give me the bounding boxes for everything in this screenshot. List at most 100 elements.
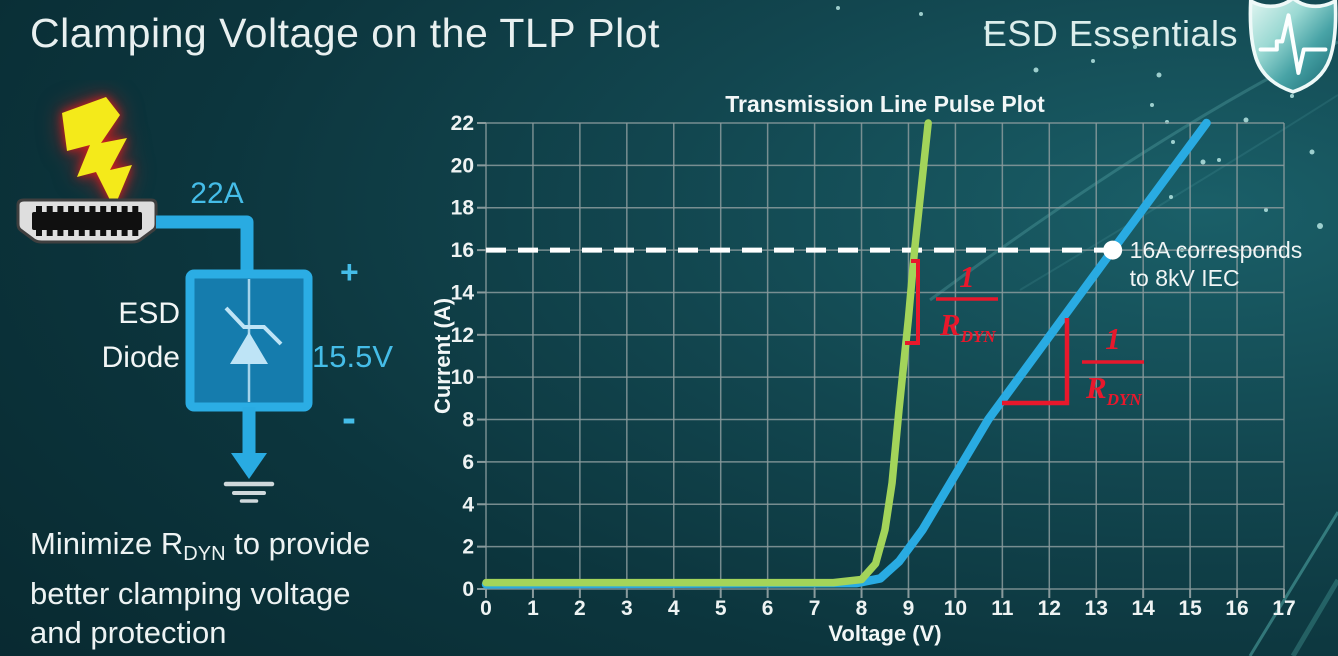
iec-marker-dot [1103,240,1123,260]
hdmi-pin [68,228,75,236]
x-tick-label: 8 [856,597,868,620]
hdmi-pin [68,206,75,214]
x-tick-label: 13 [1085,597,1108,620]
grid-layer [485,122,1285,590]
surge-current-label: 22A [190,177,243,210]
corner-streak [1248,511,1338,656]
y-tick-label: 2 [462,536,474,559]
takeaway-line3: and protection [30,615,227,650]
particle-dot [1317,223,1323,229]
pulse-line-icon [1258,13,1328,75]
takeaway-line1: Minimize RDYN to provide [30,526,371,565]
y-tick-label: 12 [451,324,474,347]
hdmi-pin [46,206,53,214]
x-tick-label: 3 [621,597,633,620]
hdmi-pin [89,228,96,236]
minus-sign: - [342,394,356,441]
curve-high-rdyn [481,118,1211,589]
fraction-numerator: 1 [959,259,975,294]
hdmi-pin [78,206,85,214]
particle-dot [1309,149,1315,155]
y-tick-label: 4 [462,493,474,516]
rdyn-subscript: DYN [183,543,226,565]
hdmi-pin [89,206,96,214]
ground-icon [223,481,275,503]
hdmi-pin [78,228,85,236]
hdmi-pin [36,206,42,214]
x-tick-label: 15 [1178,597,1202,620]
x-tick-label: 7 [809,597,821,620]
marker-label-line1: 16A corresponds [1130,237,1303,263]
hdmi-pin [36,228,42,236]
swoosh-arc-faint [1019,94,1338,291]
x-tick-label: 0 [480,597,492,620]
hdmi-pin [132,206,139,214]
fraction-numerator: 1 [1105,321,1121,356]
y-tick-label: 14 [451,281,475,304]
ground-arrow [231,407,267,479]
rdyn-fraction-blue: 1 RDYN [1082,321,1144,409]
clamp-voltage-label: 15.5V [312,339,393,374]
plus-sign: + [340,254,359,290]
x-axis-label: Voltage (V) [828,621,941,646]
hdmi-pin [57,228,64,236]
x-tick-label: 11 [991,597,1014,620]
rdyn-sub: DYN [1106,390,1143,409]
hdmi-pin [100,228,107,236]
brand-title: ESD Essentials [982,13,1238,54]
particle-dot [1171,140,1175,144]
particle-dot [1217,158,1221,162]
x-tick-label: 4 [668,597,680,620]
fraction-denominator: RDYN [939,307,996,346]
particle-dot [1033,67,1039,73]
page-title: Clamping Voltage on the TLP Plot [30,10,660,56]
particle-dot [984,26,988,30]
x-tick-label: 1 [527,597,539,620]
x-tick-label: 14 [1131,597,1155,620]
x-tick-label: 2 [574,597,586,620]
hdmi-pin [46,228,53,236]
x-tick-label: 6 [762,597,774,620]
x-tick-label: 5 [715,597,727,620]
particle-dot [1169,195,1173,199]
particle-dot [1091,59,1095,63]
x-tick-label: 9 [903,597,915,620]
y-axis-label: Current (A) [430,298,455,414]
rdyn-sub: DYN [960,327,997,346]
particle-dot [919,12,923,16]
y-tick-label: 20 [451,154,474,177]
corner-streak-2 [1290,578,1338,656]
rdyn-fraction-green: 1 RDYN [936,259,998,346]
curve-low-rdyn [482,119,932,587]
y-tick-label: 0 [462,578,474,601]
y-tick-label: 6 [462,451,474,474]
particle-dots [836,6,1323,252]
y-tick-label: 10 [451,366,474,389]
particle-dot [1243,117,1249,123]
particle-dot [1264,208,1268,212]
esd-diode-symbol [185,269,313,412]
lightning-icon [62,97,132,208]
x-tick-label: 17 [1272,597,1295,620]
y-tick-label: 22 [451,112,474,135]
hdmi-pin [132,228,139,236]
particle-dot [836,6,840,10]
rdyn-base: R [1085,370,1107,405]
slope-triangle-blue [1002,318,1070,406]
particle-dot [1200,159,1206,165]
particle-dot [1150,103,1154,107]
tick-layer: 0 1 2 3 4 5 6 7 8 9 10 11 12 13 14 15 16 1702468101214161… [451,112,1296,620]
y-tick-label: 16 [451,239,474,262]
hdmi-pin [110,206,117,214]
slope-bracket-green [905,259,920,345]
fraction-denominator: RDYN [1085,370,1142,409]
particle-dot [1133,45,1137,49]
hdmi-pin [121,206,128,214]
surge-wire [156,215,254,276]
hdmi-pin [110,228,117,236]
takeaway-line2: better clamping voltage [30,576,351,611]
device-label-line2: Diode [102,341,180,374]
device-label-line1: ESD [118,297,180,330]
